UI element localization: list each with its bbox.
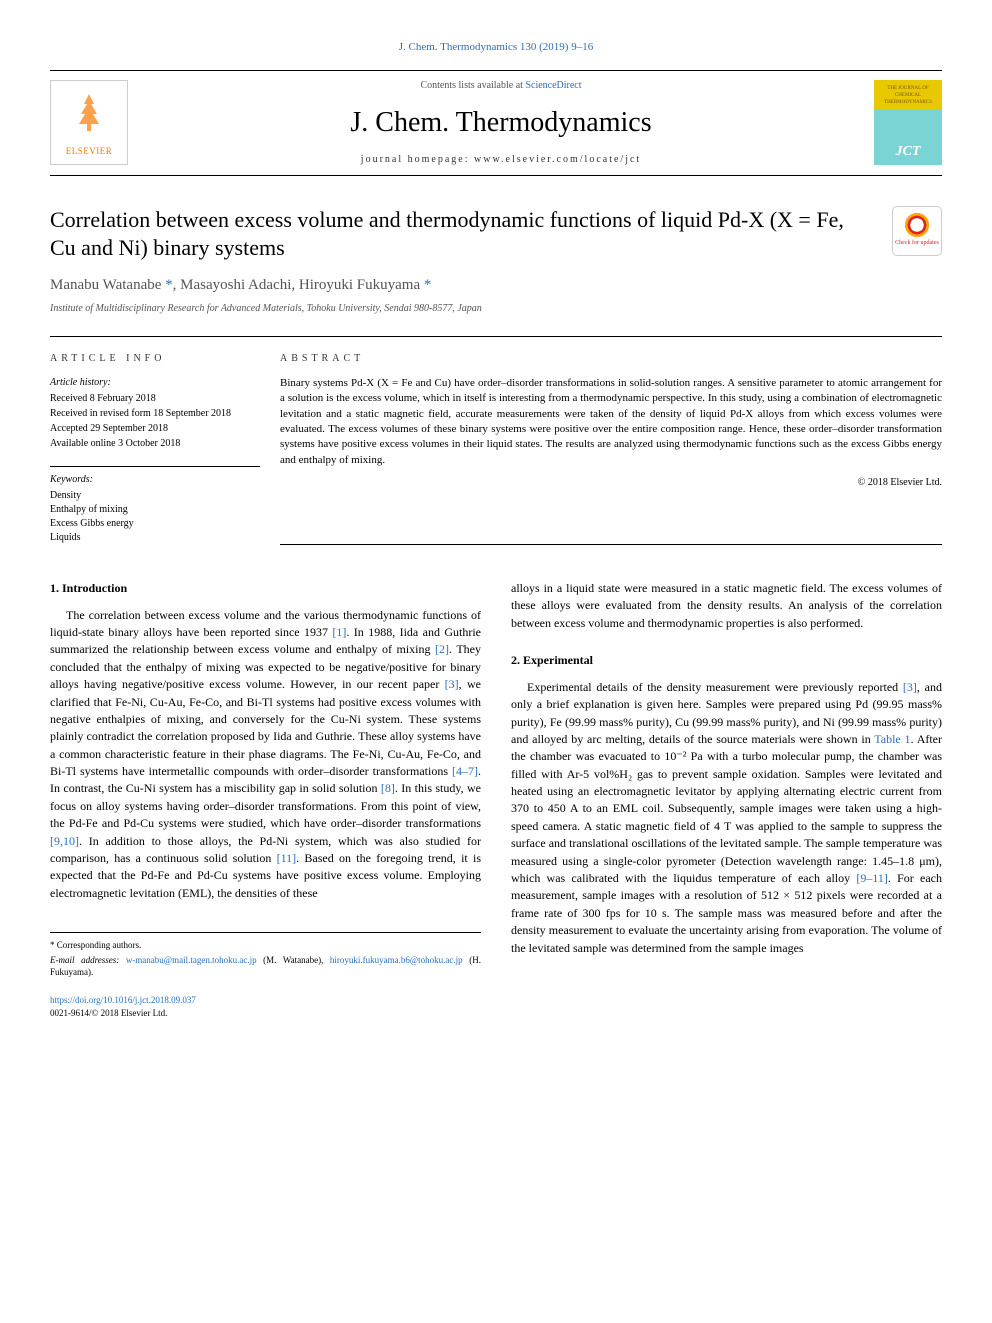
table-link[interactable]: Table 1 — [874, 732, 910, 746]
abstract-label: ABSTRACT — [280, 352, 942, 366]
experimental-heading: 2. Experimental — [511, 652, 942, 669]
email-line: E-mail addresses: w-manabu@mail.tagen.to… — [50, 954, 481, 979]
article-info-label: ARTICLE INFO — [50, 352, 260, 366]
doi-block: https://doi.org/10.1016/j.jct.2018.09.03… — [50, 994, 481, 1019]
abstract-copyright: © 2018 Elsevier Ltd. — [280, 476, 942, 490]
elsevier-logo: ELSEVIER — [50, 80, 128, 165]
homepage-line: journal homepage: www.elsevier.com/locat… — [143, 153, 859, 167]
article-title: Correlation between excess volume and th… — [50, 206, 942, 263]
intro-paragraph: The correlation between excess volume an… — [50, 607, 481, 903]
doi-link[interactable]: https://doi.org/10.1016/j.jct.2018.09.03… — [50, 995, 196, 1005]
authors: Manabu Watanabe *, Masayoshi Adachi, Hir… — [50, 275, 942, 296]
abstract-text: Binary systems Pd-X (X = Fe and Cu) have… — [280, 376, 942, 468]
ref-link[interactable]: [9–11] — [856, 871, 888, 885]
cover-label: THE JOURNAL OF CHEMICAL THERMODYNAMICS — [874, 85, 942, 106]
keyword: Enthalpy of mixing — [50, 503, 260, 517]
keyword: Density — [50, 489, 260, 503]
ref-link[interactable]: [1] — [332, 625, 346, 639]
column-left: 1. Introduction The correlation between … — [50, 580, 481, 1019]
history-item: Received in revised form 18 September 20… — [50, 407, 260, 421]
keyword: Liquids — [50, 531, 260, 545]
keywords-label: Keywords: — [50, 473, 260, 487]
ref-link[interactable]: [2] — [435, 642, 449, 656]
ref-link[interactable]: [8] — [381, 781, 395, 795]
ref-link[interactable]: [4–7] — [452, 764, 478, 778]
abstract-block: ABSTRACT Binary systems Pd-X (X = Fe and… — [280, 352, 942, 545]
article-info: ARTICLE INFO Article history: Received 8… — [50, 352, 280, 545]
cover-jct: JCT — [896, 142, 921, 162]
email-link-2[interactable]: hiroyuki.fukuyama.b6@tohoku.ac.jp — [330, 955, 463, 965]
crossmark-icon — [905, 213, 929, 237]
experimental-paragraph: Experimental details of the density meas… — [511, 679, 942, 957]
history-item: Received 8 February 2018 — [50, 392, 260, 406]
contents-line: Contents lists available at ScienceDirec… — [143, 79, 859, 93]
issn-line: 0021-9614/© 2018 Elsevier Ltd. — [50, 1007, 481, 1020]
history-label: Article history: — [50, 376, 260, 390]
check-updates-badge[interactable]: Check for updates — [892, 206, 942, 256]
journal-cover: THE JOURNAL OF CHEMICAL THERMODYNAMICS J… — [874, 80, 942, 165]
history-item: Available online 3 October 2018 — [50, 437, 260, 451]
tree-icon — [69, 89, 109, 145]
author-star-1[interactable]: * — [165, 277, 173, 293]
email-link-1[interactable]: w-manabu@mail.tagen.tohoku.ac.jp — [126, 955, 257, 965]
homepage-url[interactable]: www.elsevier.com/locate/jct — [474, 154, 641, 165]
affiliation: Institute of Multidisciplinary Research … — [50, 302, 942, 316]
ref-link[interactable]: [11] — [277, 851, 297, 865]
intro-heading: 1. Introduction — [50, 580, 481, 597]
info-abstract-row: ARTICLE INFO Article history: Received 8… — [50, 336, 942, 545]
ref-link[interactable]: [9,10] — [50, 834, 79, 848]
header-banner: ELSEVIER Contents lists available at Sci… — [50, 70, 942, 175]
ref-link[interactable]: [3] — [445, 677, 459, 691]
sciencedirect-link[interactable]: ScienceDirect — [525, 80, 581, 91]
history-item: Accepted 29 September 2018 — [50, 422, 260, 436]
body-columns: 1. Introduction The correlation between … — [50, 580, 942, 1019]
elsevier-text: ELSEVIER — [66, 145, 113, 158]
banner-center: Contents lists available at ScienceDirec… — [143, 79, 859, 166]
corresponding-label: * Corresponding authors. — [50, 939, 481, 952]
header-citation: J. Chem. Thermodynamics 130 (2019) 9–16 — [50, 40, 942, 55]
column-right: alloys in a liquid state were measured i… — [511, 580, 942, 1019]
author-star-2[interactable]: * — [424, 277, 432, 293]
ref-link[interactable]: [3] — [903, 680, 917, 694]
footer-block: * Corresponding authors. E-mail addresse… — [50, 932, 481, 979]
col2-continuation: alloys in a liquid state were measured i… — [511, 580, 942, 632]
journal-name: J. Chem. Thermodynamics — [143, 103, 859, 142]
keyword: Excess Gibbs energy — [50, 517, 260, 531]
